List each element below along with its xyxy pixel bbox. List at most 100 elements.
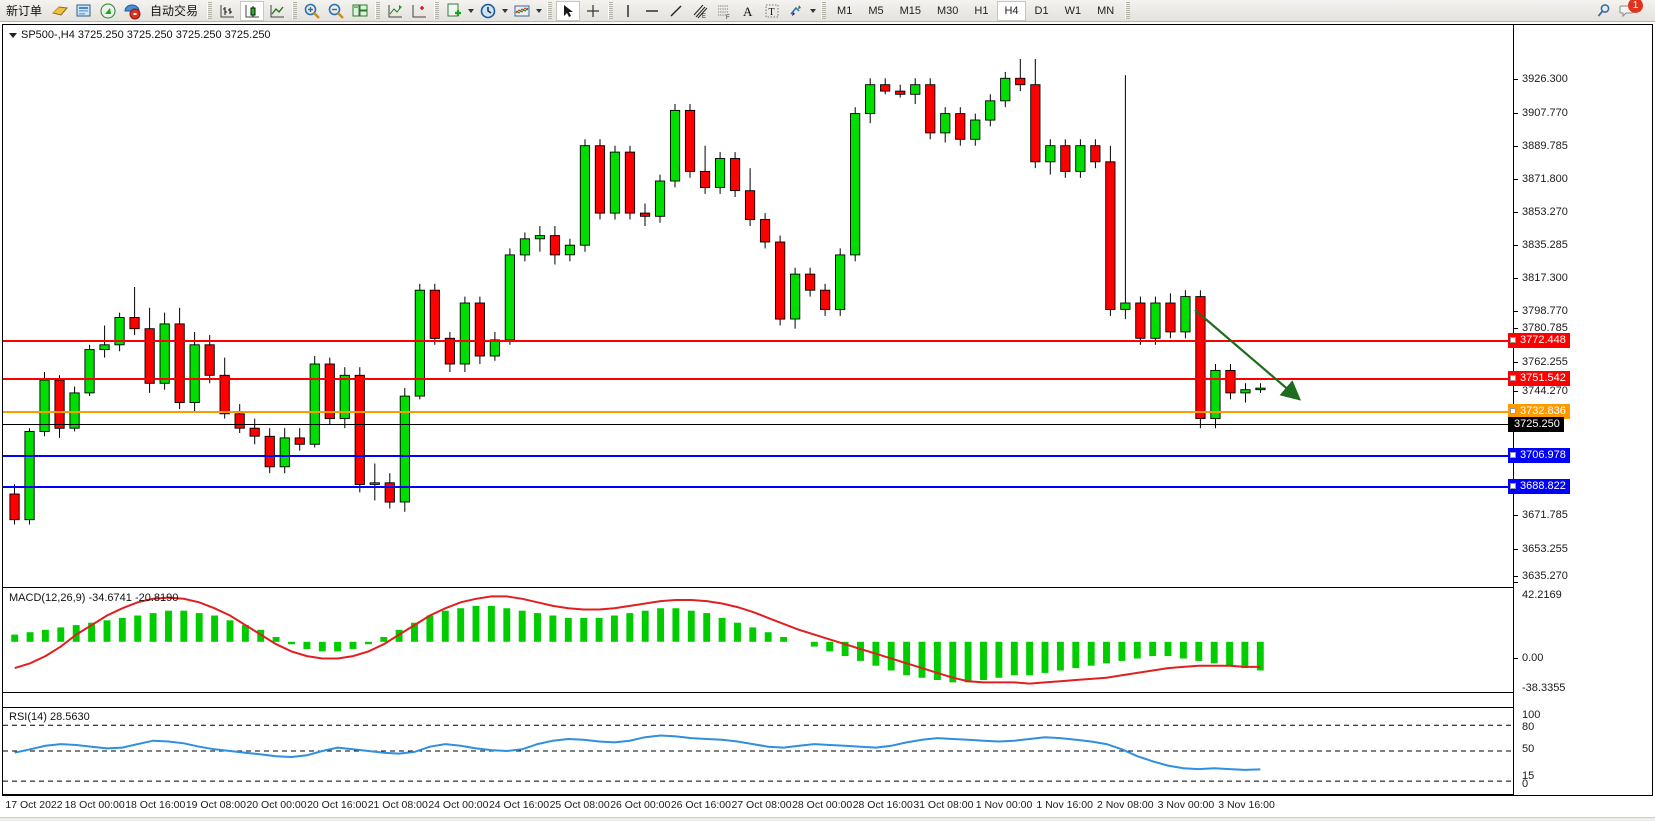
rsi-pane[interactable]: [3, 707, 1515, 795]
time-axis-label: 26 Oct 16:00: [670, 799, 731, 811]
macd-pane[interactable]: [3, 587, 1515, 693]
down-trend-arrow[interactable]: [1183, 300, 1313, 415]
period-h1[interactable]: H1: [974, 4, 989, 17]
fibonacci-icon[interactable]: F: [713, 1, 735, 21]
axis-price-tag-value: 3732.836: [1520, 405, 1566, 417]
zoom-in-icon[interactable]: [301, 1, 323, 21]
axis-label: 3871.800: [1522, 173, 1568, 185]
equidistant-channel-icon[interactable]: E: [689, 1, 711, 21]
zoom-out-icon[interactable]: [325, 1, 347, 21]
rsi-axis-label-50: 50: [1522, 743, 1535, 755]
profiles-icon[interactable]: [49, 1, 71, 21]
time-axis-label: 21 Oct 08:00: [367, 799, 428, 811]
svg-text:E: E: [702, 14, 706, 20]
period-d1[interactable]: D1: [1034, 4, 1049, 17]
axis-price-tag-value: 3706.978: [1520, 449, 1566, 461]
level-handle-icon[interactable]: [1510, 452, 1516, 458]
period-separator-icon[interactable]: [477, 1, 499, 21]
axis-price-tag-resistance-2[interactable]: 3751.542: [1508, 371, 1570, 386]
alerts-icon[interactable]: 1: [1617, 0, 1643, 21]
objects-dropdown-arrow[interactable]: [810, 8, 817, 13]
axis-label: 3671.785: [1522, 509, 1568, 521]
search-icon[interactable]: [1593, 1, 1615, 21]
svg-text:F: F: [726, 15, 730, 20]
time-axis-label: 1 Nov 16:00: [1036, 799, 1093, 811]
period-dropdown-arrow[interactable]: [502, 8, 509, 13]
rsi-axis-label-80: 80: [1522, 721, 1535, 733]
market-watch-icon[interactable]: [73, 1, 95, 21]
level-handle-icon[interactable]: [1510, 337, 1516, 343]
grid-icon[interactable]: [384, 1, 406, 21]
period-h4[interactable]: H4: [997, 0, 1026, 21]
time-axis-label: 3 Nov 16:00: [1218, 799, 1275, 811]
axis-tick: [1514, 179, 1518, 180]
chart-menu-caret-icon[interactable]: [9, 32, 17, 38]
period-m5[interactable]: M5: [868, 4, 884, 17]
axis-price-tag-resistance-1[interactable]: 3772.448: [1508, 333, 1570, 348]
axis-price-tag-support-1[interactable]: 3706.978: [1508, 448, 1570, 463]
vertical-line-icon[interactable]: [617, 1, 639, 21]
period-m30[interactable]: M30: [937, 4, 959, 17]
indicators-dropdown-arrow[interactable]: [536, 8, 543, 13]
level-line-pivot[interactable]: [3, 411, 1515, 413]
time-axis-label: 19 Oct 08:00: [185, 799, 246, 811]
crosshair-icon[interactable]: [582, 1, 604, 21]
axis-price-tag-pivot[interactable]: 3732.836: [1508, 404, 1570, 419]
period-m15[interactable]: M15: [899, 4, 921, 17]
tile-windows-icon[interactable]: [349, 1, 371, 21]
objects-icon[interactable]: [785, 1, 807, 21]
toolbar-separator: [292, 2, 298, 19]
navigator-icon[interactable]: [97, 1, 119, 21]
axis-label: 3653.255: [1522, 543, 1568, 555]
autotrading-button[interactable]: 自动交易: [145, 1, 203, 21]
axis-price-tag-value: 3725.250: [1514, 418, 1560, 430]
toolbar-separator: [547, 2, 553, 19]
axis-price-tag-value: 3751.542: [1520, 372, 1566, 384]
data-window-icon[interactable]: [408, 1, 430, 21]
level-handle-icon[interactable]: [1510, 483, 1516, 489]
axis-price-tag-support-2[interactable]: 3688.822: [1508, 479, 1570, 494]
axis-label: 3635.270: [1522, 570, 1568, 582]
axis-label: 3835.285: [1522, 239, 1568, 251]
rsi-axis-label-100: 100: [1522, 709, 1541, 721]
axis-tick: [1514, 146, 1518, 147]
templates-dropdown-arrow[interactable]: [468, 8, 475, 13]
price-pane[interactable]: [3, 25, 1515, 565]
candlestick-chart-icon[interactable]: [240, 0, 265, 21]
time-axis-label: 2 Nov 08:00: [1096, 799, 1154, 811]
line-chart-icon[interactable]: [266, 1, 288, 21]
toolbar-separator: [434, 2, 440, 19]
new-order-button[interactable]: 新订单: [1, 1, 47, 21]
horizontal-line-icon[interactable]: [641, 1, 663, 21]
price-axis[interactable]: 3926.300 3907.770 3889.785 3871.800 3853…: [1508, 25, 1652, 795]
templates-icon[interactable]: [443, 1, 465, 21]
level-line-resistance-2[interactable]: [3, 378, 1515, 380]
level-line-support-2[interactable]: [3, 486, 1515, 488]
trendline-icon[interactable]: [665, 1, 687, 21]
level-handle-icon[interactable]: [1510, 408, 1516, 414]
level-line-resistance-1[interactable]: [3, 340, 1515, 342]
period-m1[interactable]: M1: [837, 4, 853, 17]
indicators-icon[interactable]: [511, 1, 533, 21]
level-line-support-1[interactable]: [3, 455, 1515, 457]
level-handle-icon[interactable]: [1510, 375, 1516, 381]
text-label-icon[interactable]: T: [761, 1, 783, 21]
axis-tick: [1514, 311, 1518, 312]
period-w1[interactable]: W1: [1064, 4, 1082, 17]
bar-chart-icon[interactable]: [216, 1, 238, 21]
axis-tick: [1514, 328, 1518, 329]
axis-tick: [1514, 278, 1518, 279]
time-axis[interactable]: 17 Oct 2022 18 Oct 00:00 18 Oct 16:00 19 Oc…: [2, 797, 1653, 817]
chart-symbol-header: SP500-,H4 3725.250 3725.250 3725.250 372…: [9, 29, 271, 41]
period-mn[interactable]: MN: [1097, 4, 1115, 17]
autotrading-icon[interactable]: [121, 1, 143, 21]
axis-label: 3817.300: [1522, 272, 1568, 284]
level-line-last-price[interactable]: [3, 424, 1515, 425]
cursor-icon[interactable]: [556, 0, 581, 21]
axis-price-tag-value: 3688.822: [1520, 480, 1566, 492]
chart-window[interactable]: SP500-,H4 3725.250 3725.250 3725.250 372…: [2, 24, 1653, 796]
axis-label: 3780.785: [1522, 322, 1568, 334]
axis-tick: [1514, 515, 1518, 516]
text-icon[interactable]: A: [737, 1, 759, 21]
time-axis-label: 24 Oct 00:00: [428, 799, 489, 811]
